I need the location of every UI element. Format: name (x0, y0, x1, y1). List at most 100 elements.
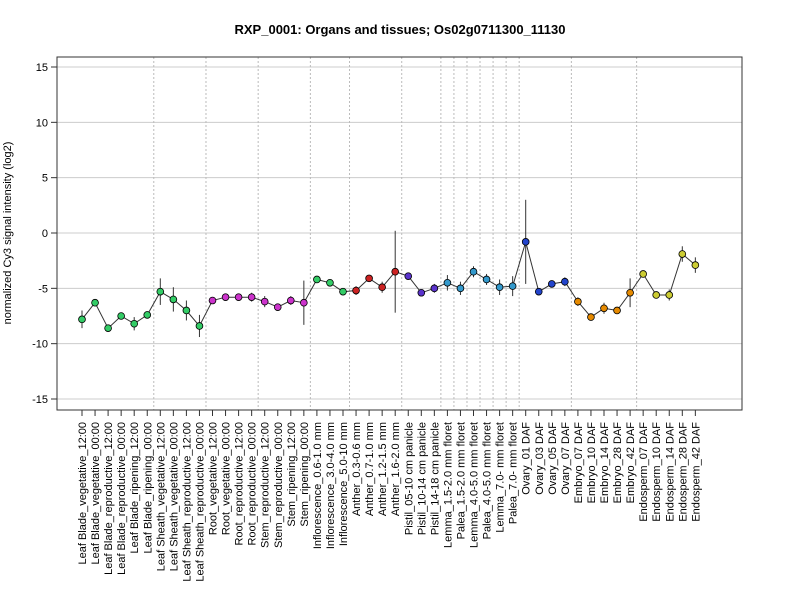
data-point (182, 306, 191, 315)
y-axis-label: normalized Cy3 signal intensity (log2) (2, 142, 14, 325)
x-tick-label: Inflorescence_5.0-10 mm (338, 422, 350, 546)
x-tick-label: Embryo_42 DAF (625, 422, 637, 504)
data-point (247, 293, 256, 301)
x-tick-label: Pistil_05-10 cm panicle (403, 422, 415, 535)
data-point (678, 250, 687, 258)
data-point (78, 315, 86, 324)
data-point (495, 283, 504, 292)
axis-layer: -15 -10 -5 0 5 10 15 Leaf Blade_vegetative_12:0… (32, 62, 702, 582)
x-tick-label: Leaf Blade_vegetative_00:00 (90, 422, 102, 565)
y-tick-label: 15 (36, 62, 48, 74)
x-tick-label: Leaf Blade_ripening_12:00 (129, 422, 141, 554)
data-point (443, 278, 452, 287)
x-tick-label: Leaf Blade_vegetative_12:00 (77, 422, 89, 565)
data-point (273, 303, 282, 311)
x-tick-label: Leaf Blade_reproductive_00:00 (116, 422, 128, 575)
x-tick-label: Inflorescence_0.6-1.0 mm (312, 422, 324, 549)
y-tick-label: 0 (42, 228, 48, 240)
x-tick-label: Root_reproductive_12:00 (234, 422, 246, 546)
data-point (417, 288, 426, 297)
data-point (391, 267, 400, 276)
x-tick-label: Anther_1.6-2.0 mm (390, 422, 402, 516)
y-tick-label: 5 (42, 173, 48, 185)
x-tick-label: Palea_4.0-5.0 mm floret (482, 422, 494, 539)
x-tick-label: Endosperm_14 DAF (664, 422, 676, 522)
x-tick-label: Endosperm_07 DAF (638, 422, 650, 522)
data-point (600, 304, 608, 313)
data-point (234, 293, 243, 301)
x-tick-label: Lemma_4.0-5.0 mm floret (469, 422, 481, 548)
grid-layer (57, 57, 742, 410)
x-tick-label: Embryo_07 DAF (573, 422, 585, 504)
data-point (404, 272, 413, 280)
x-tick-label: Leaf Sheath_vegetative_12:00 (155, 422, 167, 571)
data-point (378, 283, 386, 292)
data-point (286, 296, 295, 305)
x-tick-label: Ovary_05 DAF (547, 422, 559, 495)
x-tick-label: Anther_0.7-1.0 mm (364, 422, 376, 516)
x-tick-label: Anther_1.2-1.5 mm (377, 422, 389, 516)
x-tick-label: Root_vegetative_12:00 (208, 422, 220, 535)
x-tick-label: Pistil_10-14 cm panicle (416, 422, 428, 535)
data-point (117, 312, 125, 320)
data-point (143, 311, 152, 319)
data-point (169, 295, 178, 304)
x-tick-label: Root_vegetative_00:00 (221, 422, 233, 535)
x-tick-label: Ovary_07 DAF (560, 422, 572, 495)
data-point (156, 287, 165, 296)
data-point (456, 284, 465, 293)
data-point (91, 298, 99, 307)
x-tick-label: Inflorescence_3.0-4.0 mm (325, 422, 337, 549)
x-tick-label: Stem_reproductive_12:00 (260, 422, 272, 548)
data-point (652, 291, 660, 299)
x-tick-label: Endosperm_10 DAF (651, 422, 663, 522)
x-tick-label: Anther_0.3-0.6 mm (351, 422, 363, 516)
series-layer (78, 199, 700, 338)
y-tick-label: -5 (38, 283, 48, 295)
x-tick-label: Leaf Blade_ripening_00:00 (142, 422, 154, 554)
x-tick-label: Lemma_7.0- mm floret (495, 422, 507, 533)
data-point (313, 275, 321, 284)
y-tick-label: -10 (32, 339, 48, 351)
y-tick-label: -15 (32, 394, 48, 406)
data-point (365, 274, 373, 283)
x-tick-label: Ovary_03 DAF (534, 422, 546, 495)
x-tick-label: Lemma_1.5-2.0 mm floret (442, 422, 454, 548)
data-point (639, 270, 647, 278)
data-point (665, 291, 674, 299)
x-tick-label: Leaf Sheath_reproductive_00:00 (194, 422, 206, 582)
data-point (352, 286, 360, 295)
data-point (626, 288, 634, 297)
data-point (430, 284, 439, 293)
data-point (130, 319, 139, 328)
series-line (81, 240, 696, 330)
plot-frame (56, 56, 743, 411)
data-point (104, 324, 112, 332)
x-tick-label: Ovary_01 DAF (521, 422, 533, 495)
y-tick-label: 10 (36, 117, 48, 129)
data-point (508, 282, 517, 290)
data-point (613, 306, 621, 315)
data-point (260, 297, 269, 306)
data-point (300, 298, 308, 307)
data-point (221, 293, 230, 301)
data-point (521, 238, 530, 246)
x-tick-label: Endosperm_42 DAF (690, 422, 702, 522)
x-tick-label: Leaf Sheath_vegetative_00:00 (168, 422, 180, 571)
data-point (547, 280, 556, 288)
data-point (326, 278, 334, 287)
x-tick-label: Endosperm_28 DAF (677, 422, 689, 522)
data-point (469, 267, 478, 276)
x-tick-label: Stem_reproductive_00:00 (273, 422, 285, 548)
data-point (482, 275, 491, 284)
x-tick-label: Embryo_10 DAF (586, 422, 598, 504)
chart-title: RXP_0001: Organs and tissues; Os02g07113… (235, 22, 566, 37)
x-tick-label: Root_reproductive_00:00 (247, 422, 259, 546)
x-tick-label: Embryo_14 DAF (599, 422, 611, 504)
x-tick-label: Stem_ripening_00:00 (299, 422, 311, 527)
data-point (561, 277, 569, 286)
data-point (195, 322, 204, 330)
data-point (574, 297, 582, 306)
x-tick-label: Pistil_14-18 cm panicle (429, 422, 441, 535)
